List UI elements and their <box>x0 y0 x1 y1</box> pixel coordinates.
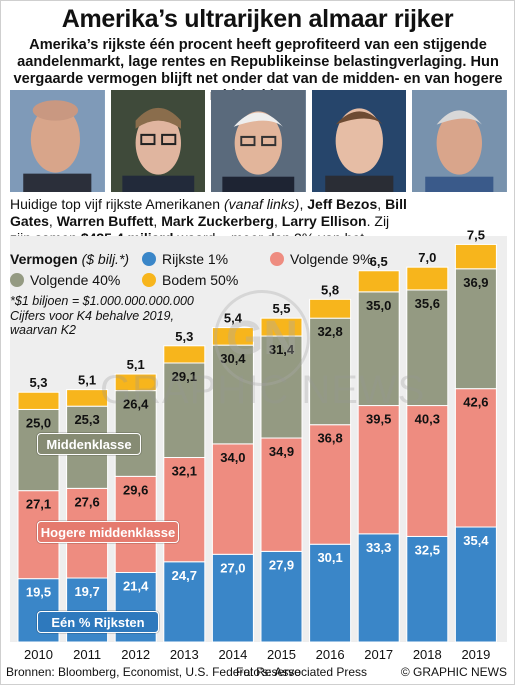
bar-segment-2016-1 <box>309 424 352 545</box>
data-label-2011-3: 5,1 <box>78 373 96 388</box>
data-label-2012-3: 5,1 <box>127 357 145 372</box>
bar-segment-2015-1 <box>260 437 303 552</box>
band-label-middle: Middenklasse <box>37 433 141 455</box>
data-label-2018-0: 32,5 <box>415 542 440 557</box>
data-label-2016-3: 5,8 <box>321 282 339 297</box>
data-label-2017-2: 35,0 <box>366 298 391 313</box>
data-label-2013-3: 5,3 <box>175 329 193 344</box>
copyright: © GRAPHIC NEWS <box>400 665 507 679</box>
bar-segment-2013-3 <box>163 345 206 364</box>
data-label-2016-2: 32,8 <box>317 324 342 339</box>
data-label-2019-1: 42,6 <box>463 395 488 410</box>
data-label-2010-1: 27,1 <box>26 497 51 512</box>
band-label-upper-middle: Hogere middenklasse <box>37 521 179 543</box>
data-label-2017-1: 39,5 <box>366 412 391 427</box>
data-label-2018-1: 40,3 <box>415 412 440 427</box>
data-label-2011-2: 25,3 <box>74 412 99 427</box>
legend-dot-next9 <box>270 252 284 266</box>
legend-title: Vermogen ($ bilj.*) <box>10 251 130 267</box>
data-label-2014-3: 5,4 <box>224 311 243 326</box>
x-tick-label-2016: 2016 <box>316 647 345 662</box>
data-label-2014-1: 34,0 <box>220 450 245 465</box>
data-label-2017-3: 6,5 <box>370 254 388 269</box>
bar-segment-2010-3 <box>17 391 60 410</box>
data-label-2015-1: 34,9 <box>269 444 294 459</box>
data-label-2019-2: 36,9 <box>463 275 488 290</box>
bar-segment-2015-0 <box>260 550 303 643</box>
x-tick-label-2017: 2017 <box>364 647 393 662</box>
legend-dot-top1 <box>142 252 156 266</box>
x-tick-label-2015: 2015 <box>267 647 296 662</box>
data-label-2018-3: 7,0 <box>418 250 436 265</box>
data-label-2017-0: 33,3 <box>366 540 391 555</box>
bar-segment-2019-2 <box>454 268 497 390</box>
photo-ellison <box>412 90 507 192</box>
data-label-2013-2: 29,1 <box>172 369 197 384</box>
bar-segment-2015-3 <box>260 317 303 337</box>
data-label-2016-0: 30,1 <box>317 550 342 565</box>
data-label-2015-3: 5,5 <box>272 301 290 316</box>
bar-segment-2016-2 <box>309 317 352 426</box>
data-label-2010-3: 5,3 <box>29 375 47 390</box>
bar-segment-2018-3 <box>406 266 449 291</box>
bar-segment-2018-0 <box>406 535 449 643</box>
data-label-2011-0: 19,7 <box>74 584 99 599</box>
bar-segment-2012-3 <box>114 373 157 392</box>
bar-segment-2013-2 <box>163 362 206 459</box>
data-label-2014-2: 30,4 <box>220 351 246 366</box>
band-label-top: Eén % Rijksten <box>37 611 159 633</box>
data-label-2018-2: 35,6 <box>415 296 440 311</box>
data-label-2014-0: 27,0 <box>220 560 245 575</box>
data-label-2015-2: 31,4 <box>269 342 295 357</box>
legend-item-bottom50: Bodem 50% <box>142 272 238 288</box>
data-label-2013-1: 32,1 <box>172 464 197 479</box>
data-label-2012-1: 29,6 <box>123 482 148 497</box>
x-tick-label-2018: 2018 <box>413 647 442 662</box>
data-label-2016-1: 36,8 <box>317 431 342 446</box>
data-label-2012-0: 21,4 <box>123 578 149 593</box>
legend-item-top1: Rijkste 1% <box>142 251 228 267</box>
legend-item-next9: Volgende 9% <box>270 251 373 267</box>
footnote: *$1 biljoen = $1.000.000.000.000 Cijfers… <box>10 294 194 337</box>
data-label-2019-0: 35,4 <box>463 533 489 548</box>
bar-segment-2017-0 <box>357 533 400 643</box>
bar-segment-2016-0 <box>309 543 352 643</box>
portrait-row <box>10 90 507 192</box>
bar-segment-2017-2 <box>357 291 400 407</box>
data-label-2019-3: 7,5 <box>467 227 485 242</box>
photo-gates <box>110 90 206 192</box>
bar-segment-2018-1 <box>406 405 449 537</box>
bar-segment-2019-0 <box>454 526 497 643</box>
bar-segment-2017-3 <box>357 270 400 293</box>
x-tick-label-2014: 2014 <box>218 647 247 662</box>
data-label-2010-0: 19,5 <box>26 585 51 600</box>
bar-segment-2014-3 <box>211 327 254 346</box>
bar-segment-2019-3 <box>454 243 497 270</box>
photo-bezos <box>10 90 105 192</box>
x-tick-label-2010: 2010 <box>24 647 53 662</box>
x-tick-label-2012: 2012 <box>121 647 150 662</box>
photo-credit: Foto's: Associated Press <box>236 665 368 679</box>
x-tick-label-2019: 2019 <box>461 647 490 662</box>
data-label-2012-2: 26,4 <box>123 397 149 412</box>
bar-segment-2014-2 <box>211 344 254 445</box>
data-label-2015-0: 27,9 <box>269 557 294 572</box>
data-label-2013-0: 24,7 <box>172 568 197 583</box>
x-tick-label-2013: 2013 <box>170 647 199 662</box>
photo-buffett <box>211 90 306 192</box>
x-tick-label-2011: 2011 <box>73 647 101 662</box>
legend-dot-next40 <box>10 273 24 287</box>
legend-item-next40: Volgende 40% <box>10 272 120 288</box>
bar-segment-2014-1 <box>211 443 254 555</box>
photo-zuckerberg <box>311 90 407 192</box>
source-text: Bronnen: Bloomberg, Economist, U.S. Fede… <box>6 665 301 679</box>
page-title: Amerika’s ultrarijken almaar rijker <box>61 5 454 33</box>
data-label-2010-2: 25,0 <box>26 415 51 430</box>
bar-segment-2016-3 <box>309 298 352 319</box>
bar-segment-2011-3 <box>66 389 109 407</box>
data-label-2011-1: 27,6 <box>74 494 99 509</box>
legend-dot-bottom50 <box>142 273 156 287</box>
